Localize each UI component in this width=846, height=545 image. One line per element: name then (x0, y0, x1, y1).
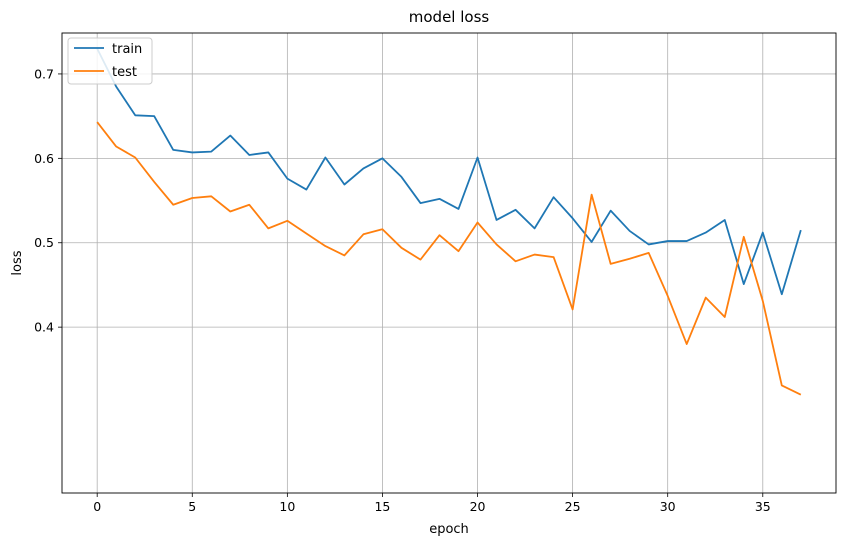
chart-title: model loss (409, 8, 490, 26)
series-line-test (96, 121, 802, 396)
x-tick-label: 0 (93, 499, 101, 514)
y-tick-label: 0.6 (34, 151, 54, 166)
x-tick-label: 15 (374, 499, 390, 514)
legend-label-train: train (112, 42, 142, 57)
x-axis-label: epoch (429, 522, 469, 537)
y-tick-label: 0.4 (34, 320, 54, 335)
x-tick-label: 20 (470, 499, 486, 514)
x-tick-label: 25 (565, 499, 581, 514)
y-tick-label: 0.7 (34, 66, 54, 81)
series-line-train (96, 48, 802, 296)
x-tick-label: 35 (755, 499, 771, 514)
x-tick-label: 30 (660, 499, 676, 514)
plot-frame (61, 32, 837, 494)
legend: train test (67, 37, 153, 85)
legend-box (67, 37, 153, 85)
y-tick-label: 0.5 (34, 235, 54, 250)
x-tick-label: 5 (188, 499, 196, 514)
axis-ticks: 0 5 10 15 20 25 30 35 0.4 0.5 0.6 0.7 (34, 66, 771, 514)
y-axis-label: loss (10, 250, 25, 275)
legend-label-test: test (112, 65, 137, 80)
series-lines (96, 48, 802, 396)
x-tick-label: 10 (279, 499, 295, 514)
